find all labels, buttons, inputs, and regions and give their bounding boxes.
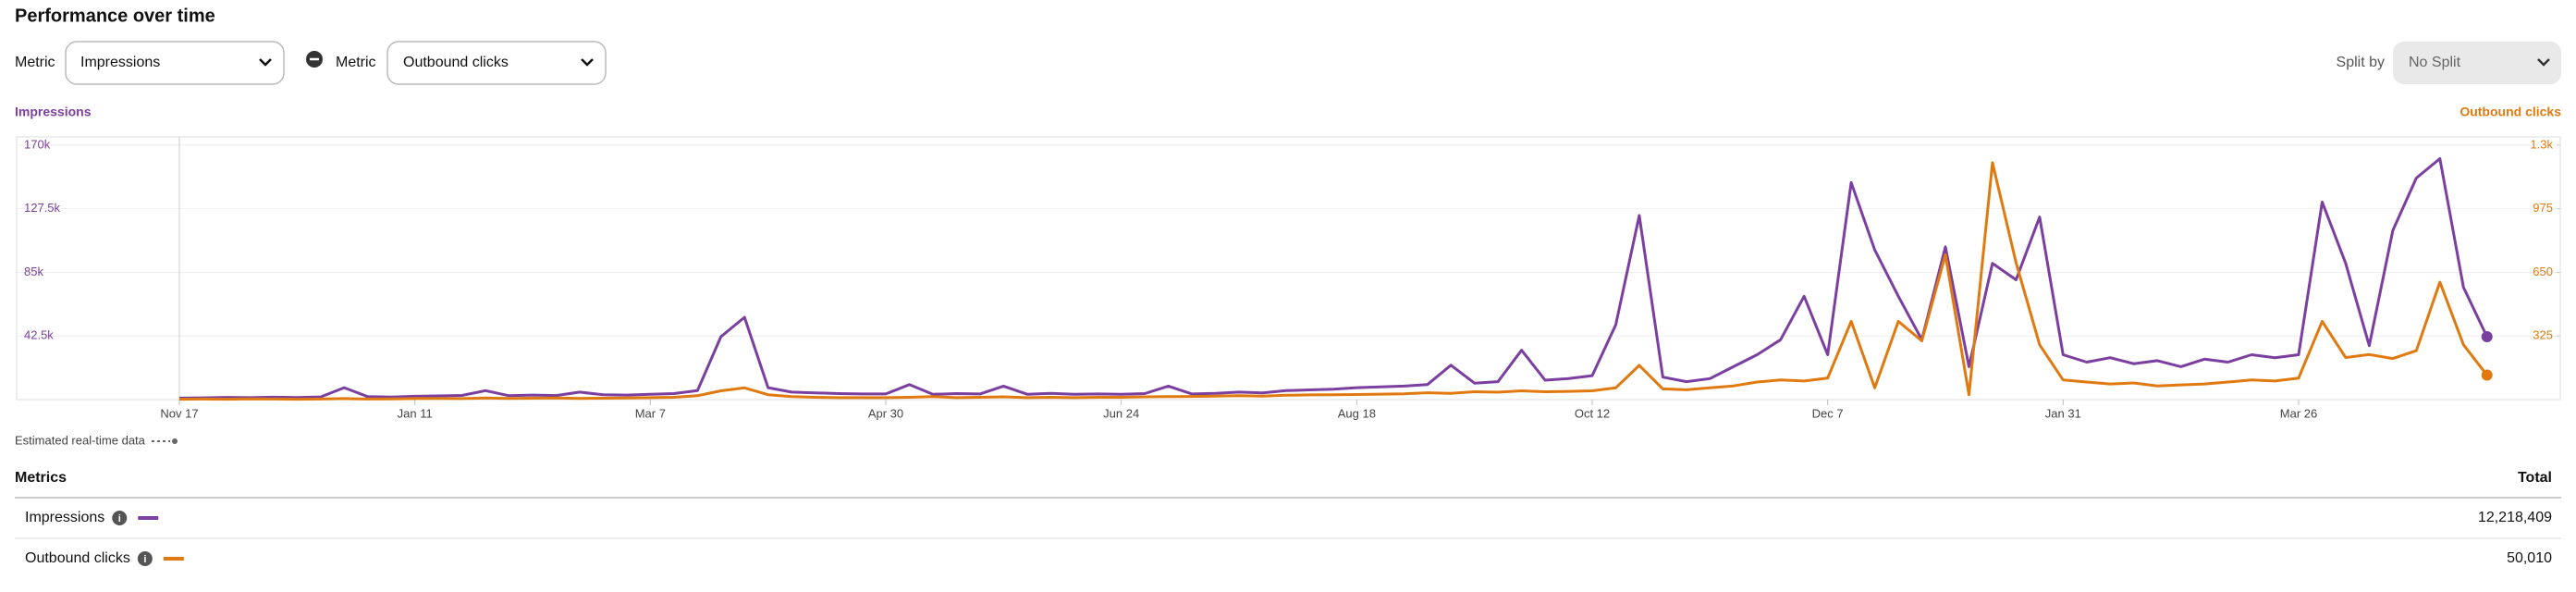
x-tick-label: Oct 12 (1575, 406, 1610, 420)
row-total: 50,010 (2507, 550, 2552, 566)
dropdown-value[interactable]: No Split (2409, 55, 2461, 70)
page-title: Performance over time (15, 6, 215, 26)
metrics-table: Metrics Total Impressions i 12,218,409 Outbou… (15, 470, 2561, 566)
chevron[interactable] (581, 58, 594, 67)
row-total: 12,218,409 (2478, 510, 2552, 525)
info-icon (137, 551, 153, 566)
table-header: Metrics (15, 470, 67, 486)
series-line (178, 157, 2489, 400)
dropdown-box[interactable] (2393, 42, 2561, 84)
series-line (178, 161, 2488, 401)
chevron[interactable] (259, 58, 272, 67)
info-icon-i: i (143, 554, 146, 565)
row-label: Impressions (25, 510, 104, 525)
x-tick-label: Mar 26 (2280, 406, 2317, 420)
x-tick-label: Jan 11 (398, 406, 433, 420)
remove-metric[interactable] (306, 51, 323, 68)
x-tick-label: Jun 24 (1103, 406, 1139, 420)
realtime-dot (2481, 369, 2493, 381)
split-label: Split by (2337, 55, 2385, 70)
dropdown-box[interactable] (65, 41, 285, 85)
y-tick-label: 85k (24, 265, 43, 278)
y2-axis-title: Outbound clicks (2459, 105, 2561, 119)
chevron[interactable] (2537, 58, 2550, 67)
y-tick-label: 42.5k (24, 328, 54, 342)
chart: Impressions Outbound clicks 42.5k 85k 127.5k… (15, 105, 2561, 448)
x-tick-label: Mar 7 (635, 406, 666, 420)
dropdown-value[interactable]: Impressions (80, 55, 160, 70)
x-tick-label: Apr 30 (868, 406, 903, 420)
info-icon (112, 511, 128, 525)
realtime-note: Estimated real-time data (15, 433, 146, 447)
metric-label: Metric (336, 55, 376, 70)
metric-dropdown[interactable]: Impressions (65, 41, 285, 85)
row-label: Outbound clicks (25, 550, 130, 566)
y2-tick-label: 1.3k (2530, 137, 2553, 151)
dropdown-box[interactable] (386, 41, 607, 85)
dropdown-value[interactable]: Outbound clicks (403, 55, 509, 70)
metric-dropdown[interactable]: Outbound clicks (386, 41, 607, 85)
y2-tick-label: 975 (2533, 201, 2553, 215)
x-tick-label: Dec 7 (1812, 406, 1844, 420)
realtime-dot (2481, 331, 2493, 343)
y-tick-label: 170k (24, 137, 51, 151)
x-tick-label: Jan 31 (2045, 406, 2081, 420)
table-header: Total (2518, 470, 2552, 486)
y-axis-title: Impressions (15, 105, 92, 119)
y-tick-label: 127.5k (24, 201, 61, 215)
realtime-swatch-dot (172, 438, 178, 444)
split-dropdown[interactable]: No Split (2393, 42, 2561, 84)
info-icon-i: i (118, 513, 121, 524)
plot-frame (16, 136, 2561, 401)
x-tick-label: Aug 18 (1338, 406, 1376, 420)
y2-tick-label: 325 (2533, 328, 2553, 342)
y2-tick-label: 650 (2533, 265, 2553, 278)
x-tick-label: Nov 17 (160, 406, 198, 420)
metric-label: Metric (15, 55, 55, 70)
